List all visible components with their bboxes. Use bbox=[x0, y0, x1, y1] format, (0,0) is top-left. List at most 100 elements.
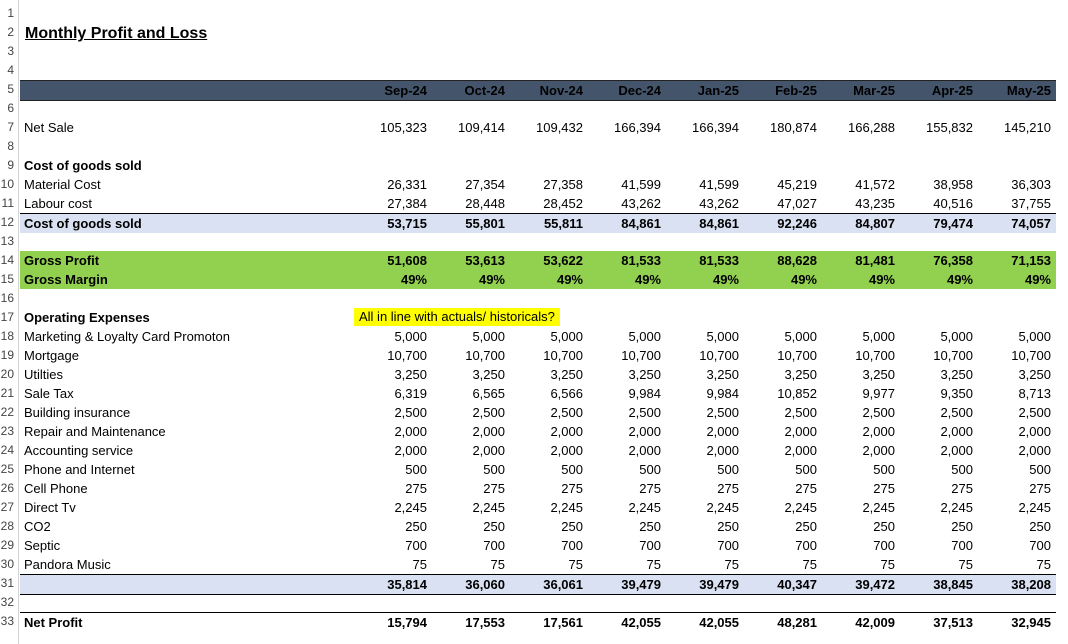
value-cell[interactable]: 700 bbox=[873, 538, 895, 553]
value-cell[interactable]: 500 bbox=[405, 462, 427, 477]
value-cell[interactable]: 2,500 bbox=[472, 405, 505, 420]
row-label[interactable]: Labour cost bbox=[24, 196, 92, 211]
value-cell[interactable]: 53,613 bbox=[465, 253, 505, 268]
value-cell[interactable]: 79,474 bbox=[933, 216, 973, 231]
row-number[interactable]: 33 bbox=[0, 614, 14, 628]
row-number[interactable]: 9 bbox=[7, 158, 14, 172]
value-cell[interactable]: 109,414 bbox=[458, 120, 505, 135]
value-cell[interactable]: 3,250 bbox=[862, 367, 895, 382]
value-cell[interactable]: 36,060 bbox=[465, 577, 505, 592]
value-cell[interactable]: 74,057 bbox=[1011, 216, 1051, 231]
value-cell[interactable]: 700 bbox=[951, 538, 973, 553]
row-number[interactable]: 6 bbox=[7, 101, 14, 115]
value-cell[interactable]: 700 bbox=[795, 538, 817, 553]
value-cell[interactable]: 81,481 bbox=[855, 253, 895, 268]
value-cell[interactable]: 2,500 bbox=[706, 405, 739, 420]
row-number[interactable]: 30 bbox=[0, 557, 14, 571]
row-number[interactable]: 26 bbox=[0, 481, 14, 495]
value-cell[interactable]: 17,561 bbox=[543, 615, 583, 630]
value-cell[interactable]: 49% bbox=[1024, 272, 1051, 287]
value-cell[interactable]: 39,479 bbox=[699, 577, 739, 592]
value-cell[interactable]: 49% bbox=[556, 272, 583, 287]
value-cell[interactable]: 41,599 bbox=[621, 177, 661, 192]
value-cell[interactable]: 2,000 bbox=[472, 443, 505, 458]
value-cell[interactable]: 500 bbox=[483, 462, 505, 477]
value-cell[interactable]: 43,235 bbox=[855, 196, 895, 211]
value-cell[interactable]: 55,801 bbox=[465, 216, 505, 231]
value-cell[interactable]: Apr-25 bbox=[931, 83, 973, 98]
value-cell[interactable]: 41,572 bbox=[855, 177, 895, 192]
value-cell[interactable]: 92,246 bbox=[777, 216, 817, 231]
value-cell[interactable]: 10,700 bbox=[933, 348, 973, 363]
value-cell[interactable]: 36,303 bbox=[1011, 177, 1051, 192]
value-cell[interactable]: 5,000 bbox=[1018, 329, 1051, 344]
value-cell[interactable]: 700 bbox=[561, 538, 583, 553]
value-cell[interactable]: 2,000 bbox=[862, 443, 895, 458]
value-cell[interactable]: 5,000 bbox=[706, 329, 739, 344]
value-cell[interactable]: 75 bbox=[568, 557, 583, 572]
value-cell[interactable]: 35,814 bbox=[387, 577, 427, 592]
value-cell[interactable]: 2,500 bbox=[1018, 405, 1051, 420]
value-cell[interactable]: 10,700 bbox=[699, 348, 739, 363]
value-cell[interactable]: 250 bbox=[873, 519, 895, 534]
value-cell[interactable]: 75 bbox=[724, 557, 739, 572]
value-cell[interactable]: 2,000 bbox=[394, 424, 427, 439]
row-label[interactable]: Mortgage bbox=[24, 348, 79, 363]
value-cell[interactable]: 500 bbox=[951, 462, 973, 477]
value-cell[interactable]: 17,553 bbox=[465, 615, 505, 630]
value-cell[interactable]: 37,755 bbox=[1011, 196, 1051, 211]
value-cell[interactable]: 166,394 bbox=[692, 120, 739, 135]
value-cell[interactable]: 250 bbox=[951, 519, 973, 534]
row-number[interactable]: 27 bbox=[0, 500, 14, 514]
row-label[interactable]: Sale Tax bbox=[24, 386, 74, 401]
row-number[interactable]: 4 bbox=[7, 63, 14, 77]
value-cell[interactable]: 27,354 bbox=[465, 177, 505, 192]
value-cell[interactable]: 700 bbox=[639, 538, 661, 553]
value-cell[interactable]: 275 bbox=[639, 481, 661, 496]
value-cell[interactable]: 2,000 bbox=[784, 424, 817, 439]
value-cell[interactable]: 10,700 bbox=[387, 348, 427, 363]
value-cell[interactable]: 2,245 bbox=[1018, 500, 1051, 515]
row-label[interactable]: Repair and Maintenance bbox=[24, 424, 166, 439]
row-number[interactable]: 20 bbox=[0, 367, 14, 381]
value-cell[interactable]: 250 bbox=[1029, 519, 1051, 534]
value-cell[interactable]: 81,533 bbox=[621, 253, 661, 268]
row-label[interactable]: Building insurance bbox=[24, 405, 131, 420]
row-number[interactable]: 22 bbox=[0, 405, 14, 419]
value-cell[interactable]: 2,500 bbox=[550, 405, 583, 420]
value-cell[interactable]: 3,250 bbox=[940, 367, 973, 382]
value-cell[interactable]: 5,000 bbox=[394, 329, 427, 344]
value-cell[interactable]: 5,000 bbox=[472, 329, 505, 344]
row-label[interactable]: Cell Phone bbox=[24, 481, 88, 496]
value-cell[interactable]: 42,055 bbox=[621, 615, 661, 630]
value-cell[interactable]: 49% bbox=[790, 272, 817, 287]
value-cell[interactable]: 275 bbox=[483, 481, 505, 496]
row-number[interactable]: 16 bbox=[0, 291, 14, 305]
value-cell[interactable]: 39,479 bbox=[621, 577, 661, 592]
value-cell[interactable]: Nov-24 bbox=[539, 83, 583, 98]
value-cell[interactable]: 43,262 bbox=[621, 196, 661, 211]
value-cell[interactable]: 39,472 bbox=[855, 577, 895, 592]
row-number[interactable]: 29 bbox=[0, 538, 14, 552]
value-cell[interactable]: 166,394 bbox=[614, 120, 661, 135]
value-cell[interactable]: 71,153 bbox=[1011, 253, 1051, 268]
value-cell[interactable]: 42,009 bbox=[855, 615, 895, 630]
value-cell[interactable]: 275 bbox=[951, 481, 973, 496]
value-cell[interactable]: 250 bbox=[795, 519, 817, 534]
row-number[interactable]: 24 bbox=[0, 443, 14, 457]
value-cell[interactable]: 2,245 bbox=[862, 500, 895, 515]
value-cell[interactable]: 48,281 bbox=[777, 615, 817, 630]
value-cell[interactable]: 2,500 bbox=[394, 405, 427, 420]
value-cell[interactable]: 51,608 bbox=[387, 253, 427, 268]
value-cell[interactable]: 2,000 bbox=[706, 424, 739, 439]
value-cell[interactable]: 500 bbox=[795, 462, 817, 477]
value-cell[interactable]: 2,500 bbox=[628, 405, 661, 420]
value-cell[interactable]: 38,845 bbox=[933, 577, 973, 592]
value-cell[interactable]: 250 bbox=[483, 519, 505, 534]
value-cell[interactable]: 43,262 bbox=[699, 196, 739, 211]
value-cell[interactable]: 75 bbox=[412, 557, 427, 572]
value-cell[interactable]: 500 bbox=[717, 462, 739, 477]
value-cell[interactable]: 2,000 bbox=[784, 443, 817, 458]
row-label[interactable]: Phone and Internet bbox=[24, 462, 135, 477]
value-cell[interactable]: 3,250 bbox=[784, 367, 817, 382]
